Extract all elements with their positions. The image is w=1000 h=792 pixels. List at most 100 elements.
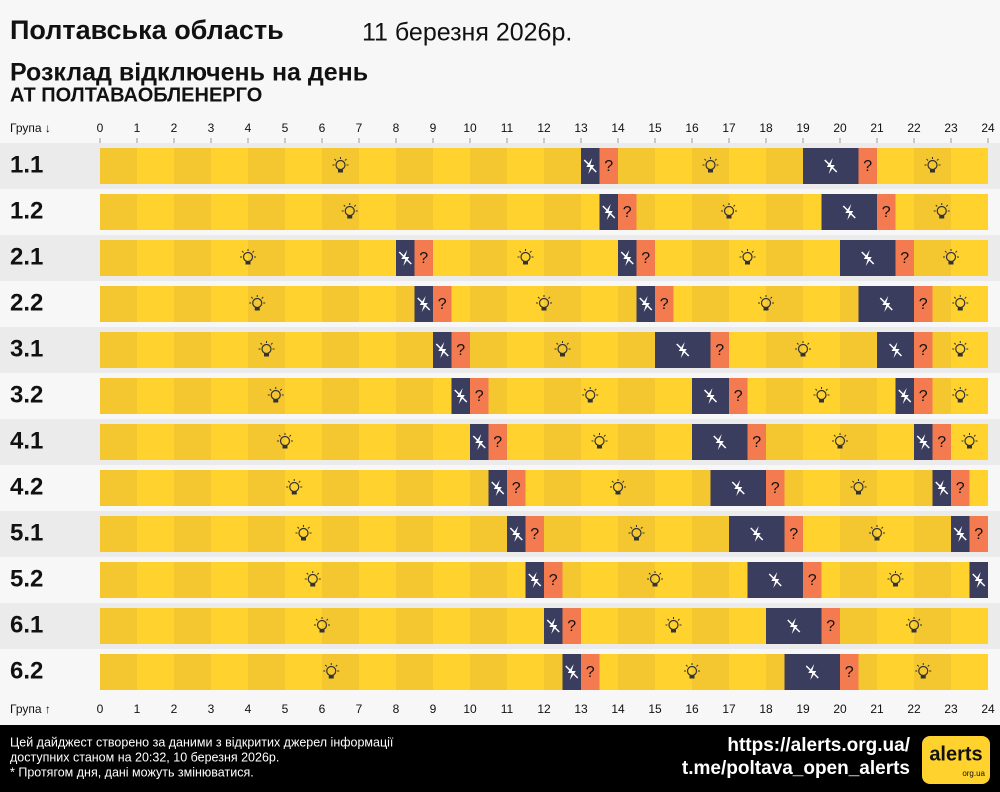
off-icon xyxy=(879,296,893,312)
outage-unknown xyxy=(544,562,563,598)
hour-stripe xyxy=(100,562,137,598)
bolt-slash xyxy=(972,573,986,587)
hour-stripe xyxy=(396,654,433,690)
group-label: 4.1 xyxy=(10,427,43,454)
x-tick-label: 4 xyxy=(245,702,252,716)
bolt-slash xyxy=(787,619,801,633)
hour-stripe xyxy=(840,562,877,598)
outage-unknown xyxy=(618,194,637,230)
off-icon xyxy=(898,388,912,404)
hour-stripe xyxy=(766,332,803,368)
x-tick-label: 9 xyxy=(430,702,437,716)
hour-stripe xyxy=(692,194,729,230)
footer-link[interactable]: t.me/poltava_open_alerts xyxy=(682,758,910,779)
outage-unknown xyxy=(784,516,803,552)
x-tick-label: 5 xyxy=(282,121,289,135)
hour-stripe xyxy=(396,332,433,368)
bulb-ray xyxy=(685,664,688,667)
x-tick-label: 1 xyxy=(134,702,141,716)
bulb-ray xyxy=(289,434,292,437)
footer-note: * Протягом дня, дані можуть змінюватися. xyxy=(10,765,254,779)
bulb-base xyxy=(319,629,325,633)
bolt-slash xyxy=(491,481,505,495)
bolt-slash xyxy=(528,573,542,587)
x-tick-label: 24 xyxy=(981,702,995,716)
unknown-mark: ? xyxy=(919,296,928,313)
bulb-ray xyxy=(287,480,291,483)
outage-unknown xyxy=(525,516,544,552)
x-tick-label: 15 xyxy=(648,121,662,135)
off-icon xyxy=(583,158,597,174)
outage-unknown xyxy=(581,654,600,690)
hour-stripe xyxy=(100,654,137,690)
bulb-ray xyxy=(770,296,773,299)
bolt-slash xyxy=(509,527,523,541)
outage-unknown xyxy=(951,470,970,506)
hour-stripe xyxy=(470,654,507,690)
hour-stripe xyxy=(396,562,433,598)
x-tick-label: 2 xyxy=(171,121,178,135)
bulb-base xyxy=(957,399,963,403)
bulb-ray xyxy=(953,296,957,299)
off-icon xyxy=(602,204,616,220)
outage-unknown xyxy=(470,378,489,414)
bulb-ray xyxy=(278,434,281,437)
x-tick-label: 17 xyxy=(722,702,736,716)
bulb-ray xyxy=(918,618,921,621)
hour-stripe xyxy=(692,608,729,644)
bulb-ray xyxy=(953,342,957,345)
off-icon xyxy=(472,434,486,450)
hour-stripe xyxy=(248,240,285,276)
bolt-slash xyxy=(916,435,930,449)
bulb-icon xyxy=(665,617,682,633)
hour-stripe xyxy=(322,240,359,276)
group-label: 3.1 xyxy=(10,335,43,362)
hour-stripe xyxy=(248,562,285,598)
bulb-ray xyxy=(648,572,651,575)
bulb-ray xyxy=(537,296,540,299)
hour-stripe xyxy=(174,516,211,552)
bulb-ray xyxy=(603,434,606,437)
off-icon xyxy=(768,572,782,588)
hour-stripe xyxy=(322,654,359,690)
hour-stripe xyxy=(100,332,137,368)
x-tick-label: 19 xyxy=(796,702,810,716)
hour-stripe xyxy=(766,378,803,414)
hour-stripe xyxy=(692,148,729,184)
outage-unknown xyxy=(599,148,618,184)
hour-stripe xyxy=(840,378,877,414)
bulb-ray xyxy=(298,480,301,483)
group-label: 6.2 xyxy=(10,657,43,684)
unknown-mark: ? xyxy=(604,158,613,175)
hour-stripe xyxy=(544,470,581,506)
bulb-base xyxy=(541,307,547,311)
bulb-icon xyxy=(249,295,266,311)
x-tick-label: 20 xyxy=(833,121,847,135)
bulb-ray xyxy=(583,388,587,391)
bulb-base xyxy=(597,445,602,449)
bolt-slash xyxy=(417,297,431,311)
bulb-base xyxy=(800,353,806,357)
hour-stripe xyxy=(100,516,137,552)
bulb-ray xyxy=(344,158,347,161)
outage-unknown xyxy=(895,240,914,276)
off-icon xyxy=(750,526,764,542)
outage-unknown xyxy=(821,608,840,644)
x-tick-label: 6 xyxy=(319,121,326,135)
bulb-base xyxy=(837,445,843,449)
footer-link[interactable]: https://alerts.org.ua/ xyxy=(727,735,910,756)
bulb-base xyxy=(310,583,316,587)
off-icon xyxy=(676,342,690,358)
bulb-ray xyxy=(630,526,633,529)
bolt-slash xyxy=(935,481,949,495)
hour-stripe xyxy=(914,608,951,644)
hour-stripe xyxy=(174,562,211,598)
unknown-mark: ? xyxy=(752,434,761,451)
bulb-ray xyxy=(964,342,967,345)
bulb-ray xyxy=(733,204,736,207)
hour-stripe xyxy=(914,516,951,552)
bulb-base xyxy=(856,491,861,495)
x-tick-label: 19 xyxy=(796,121,810,135)
off-icon xyxy=(861,250,875,266)
bolt-slash xyxy=(703,389,718,403)
